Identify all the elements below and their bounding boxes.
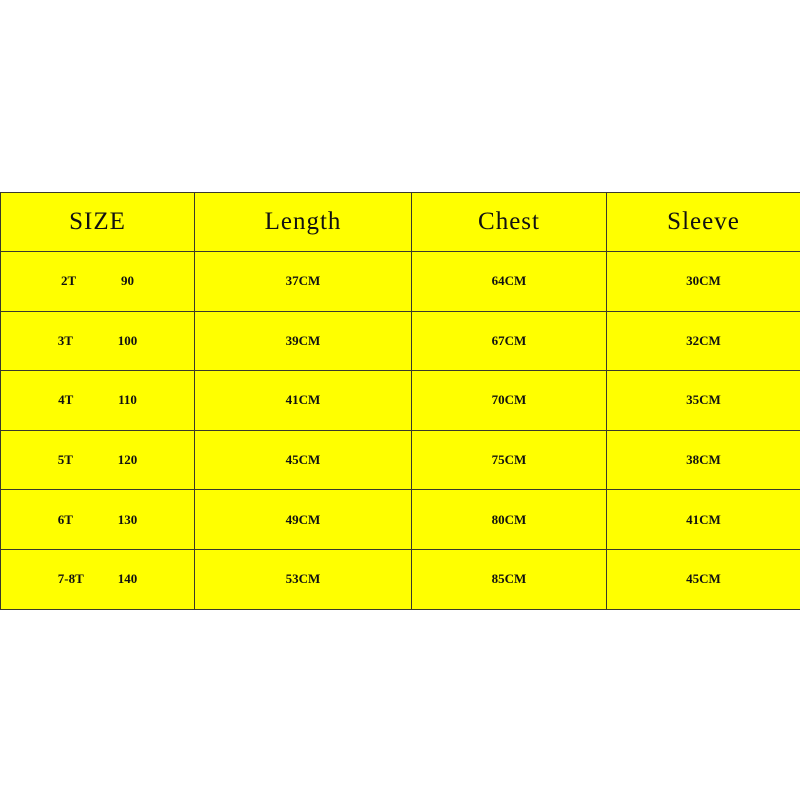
size-cell: 7-8T 140	[0, 548, 195, 610]
length-value: 45CM	[285, 452, 321, 468]
chest-value: 67CM	[491, 332, 527, 348]
sleeve-value: 41CM	[686, 511, 721, 527]
sleeve-value: 45CM	[686, 571, 721, 587]
height-label: 140	[117, 571, 138, 587]
chest-cell: 64CM	[411, 251, 607, 312]
sleeve-value: 38CM	[686, 452, 721, 468]
size-label: 2T	[61, 273, 77, 289]
length-value: 39CM	[285, 332, 321, 348]
chest-cell: 75CM	[411, 429, 607, 491]
length-value: 53CM	[285, 571, 321, 587]
sleeve-cell: 35CM	[606, 370, 800, 431]
chest-cell: 80CM	[411, 489, 607, 550]
chest-value: 85CM	[491, 571, 527, 587]
header-size: SIZE	[0, 192, 195, 252]
chest-value: 64CM	[491, 273, 527, 289]
size-label: 3T	[57, 332, 73, 348]
header-row: SIZE Length Chest Sleeve	[0, 192, 800, 252]
size-cell: 4T 110	[0, 370, 195, 431]
size-label: 6T	[57, 511, 73, 527]
height-label: 120	[117, 452, 138, 468]
table-row: 6T 130 49CM 80CM 41CM	[0, 489, 800, 550]
length-cell: 49CM	[194, 489, 412, 550]
chest-cell: 85CM	[411, 548, 607, 610]
height-label: 100	[117, 332, 138, 348]
length-cell: 53CM	[194, 548, 412, 610]
size-label: 5T	[57, 452, 73, 468]
sleeve-cell: 38CM	[606, 429, 800, 491]
header-chest: Chest	[411, 192, 607, 252]
sleeve-cell: 30CM	[606, 251, 800, 312]
size-label: 4T	[58, 392, 74, 408]
header-length: Length	[194, 192, 412, 252]
height-label: 90	[121, 273, 134, 289]
chest-cell: 67CM	[411, 310, 607, 372]
length-cell: 45CM	[194, 429, 412, 491]
size-cell: 2T 90	[0, 251, 195, 312]
table-row: 4T 110 41CM 70CM 35CM	[0, 370, 800, 431]
chest-value: 70CM	[491, 392, 527, 408]
length-value: 37CM	[285, 273, 321, 289]
size-chart-table: SIZE Length Chest Sleeve 2T 90 37CM 64CM 30C…	[0, 192, 800, 610]
chest-value: 75CM	[491, 452, 527, 468]
length-value: 41CM	[285, 392, 321, 408]
size-cell: 5T 120	[0, 429, 195, 491]
size-cell: 3T 100	[0, 310, 195, 372]
height-label: 110	[118, 392, 137, 408]
sleeve-cell: 45CM	[606, 548, 800, 610]
length-value: 49CM	[285, 511, 321, 527]
sleeve-value: 32CM	[686, 332, 721, 348]
header-sleeve: Sleeve	[606, 192, 800, 252]
length-cell: 37CM	[194, 251, 412, 312]
table-row: 3T 100 39CM 67CM 32CM	[0, 310, 800, 372]
sleeve-cell: 32CM	[606, 310, 800, 372]
table-row: 2T 90 37CM 64CM 30CM	[0, 251, 800, 312]
length-cell: 39CM	[194, 310, 412, 372]
chest-value: 80CM	[491, 511, 527, 527]
sleeve-value: 30CM	[686, 273, 721, 289]
size-cell: 6T 130	[0, 489, 195, 550]
table-row: 5T 120 45CM 75CM 38CM	[0, 429, 800, 491]
size-label: 7-8T	[57, 571, 84, 587]
sleeve-value: 35CM	[686, 392, 721, 408]
length-cell: 41CM	[194, 370, 412, 431]
chest-cell: 70CM	[411, 370, 607, 431]
sleeve-cell: 41CM	[606, 489, 800, 550]
table-row: 7-8T 140 53CM 85CM 45CM	[0, 548, 800, 610]
height-label: 130	[117, 511, 138, 527]
